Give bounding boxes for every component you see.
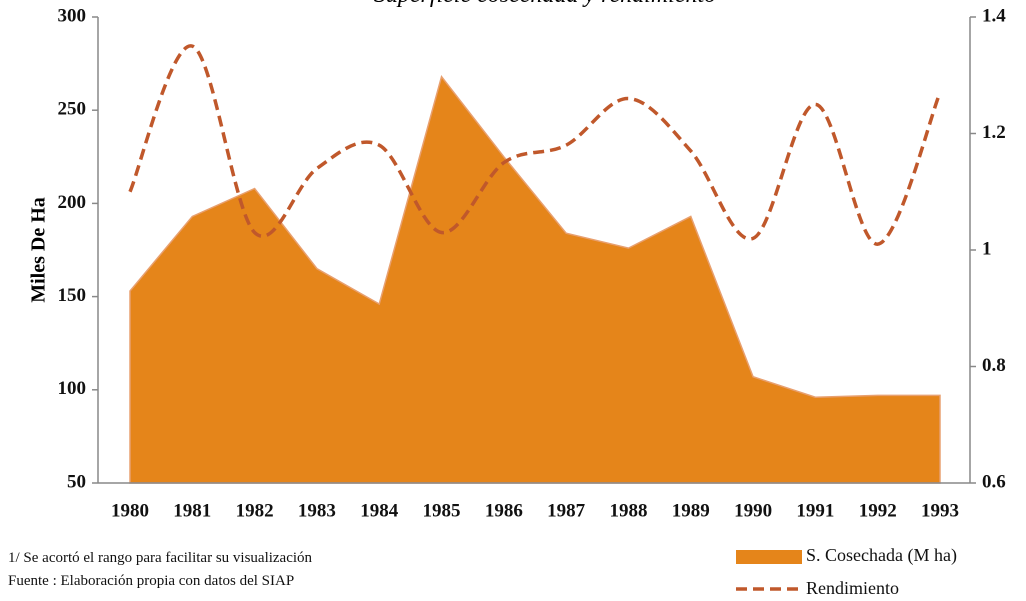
y2-tick-label: 0.8 — [982, 355, 1006, 376]
x-tick-label: 1985 — [423, 500, 461, 521]
footnote: Fuente : Elaboración propia con datos de… — [8, 573, 294, 589]
y-tick-label: 300 — [58, 5, 87, 26]
y-tick-label: 150 — [58, 285, 87, 306]
y-tick-label: 200 — [58, 192, 87, 213]
y2-tick-label: 0.6 — [982, 471, 1006, 492]
x-tick-label: 1990 — [734, 500, 772, 521]
legend-label: Rendimiento — [806, 578, 899, 598]
x-tick-label: 1981 — [173, 500, 211, 521]
legend-label: S. Cosechada (M ha) — [806, 545, 957, 566]
y-axis-label: Miles De Ha — [28, 197, 50, 303]
x-tick-label: 1980 — [111, 500, 149, 521]
x-tick-label: 1989 — [672, 500, 710, 521]
x-tick-label: 1993 — [921, 500, 959, 521]
area — [129, 75, 941, 484]
x-tick-label: 1987 — [547, 500, 586, 521]
x-tick-label: 1983 — [298, 500, 336, 521]
x-tick-label: 1992 — [859, 500, 897, 521]
x-tick-label: 1984 — [360, 500, 399, 521]
y-tick-label: 50 — [67, 471, 86, 492]
chart-title: Superficie cosechada y rendimiento — [374, 0, 716, 8]
x-tick-label: 1988 — [609, 500, 647, 521]
x-tick-label: 1986 — [485, 500, 523, 521]
footnote: 1/ Se acortó el rango para facilitar su … — [8, 550, 313, 566]
y2-tick-label: 1.2 — [982, 122, 1006, 143]
legend-swatch — [736, 550, 802, 564]
x-tick-label: 1982 — [236, 500, 274, 521]
x-tick-label: 1991 — [796, 500, 834, 521]
y2-tick-label: 1.4 — [982, 5, 1006, 26]
y-tick-label: 100 — [58, 378, 87, 399]
line — [128, 44, 942, 246]
y2-tick-label: 1 — [982, 238, 992, 259]
y-tick-label: 250 — [58, 99, 87, 120]
